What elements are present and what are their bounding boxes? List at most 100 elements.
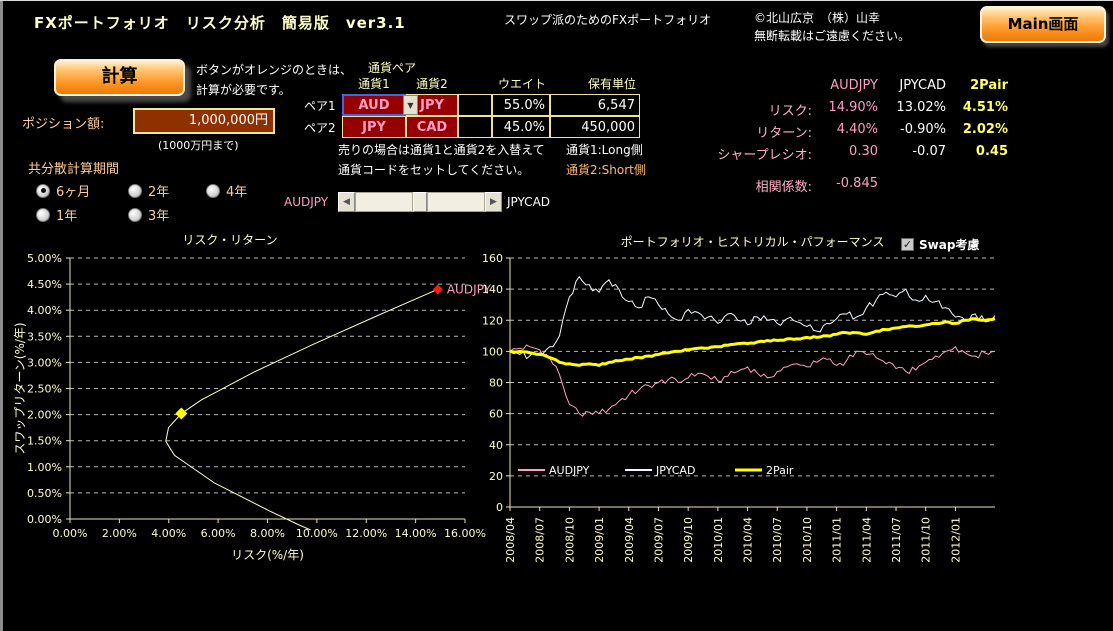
svg-text:1.00%: 1.00%	[27, 461, 62, 474]
page-title: FXポートフォリオ リスク分析 簡易版 ver3.1	[34, 14, 406, 32]
weight-slider[interactable]: ◀ ▶	[338, 192, 502, 212]
svg-text:14.00%: 14.00%	[395, 527, 437, 540]
svg-text:2010/04: 2010/04	[742, 517, 755, 563]
svg-text:12.00%: 12.00%	[345, 527, 387, 540]
svg-text:リスク(%/年): リスク(%/年)	[231, 548, 304, 562]
risk-label: リスク:	[768, 104, 812, 119]
sharpe-2pair: 0.45	[975, 144, 1008, 159]
pair-table-note2: 通貨コードをセットしてください。	[338, 163, 530, 177]
radio-circle[interactable]	[128, 207, 142, 222]
pair1-currency1-cell[interactable]: AUD	[342, 94, 406, 116]
slider-right-arrow-icon[interactable]: ▶	[485, 192, 502, 212]
correlation-label: 相関係数:	[755, 180, 812, 195]
currency-dropdown-button[interactable]: ▼	[403, 95, 418, 115]
radio-circle[interactable]	[206, 183, 220, 198]
svg-text:0.00%: 0.00%	[27, 513, 62, 526]
copyright-line1: ©北山広京 （株）山幸	[754, 11, 881, 25]
risk-jpycad: 13.02%	[896, 100, 946, 115]
slider-track-left[interactable]	[355, 192, 413, 212]
risk-2pair: 4.51%	[962, 100, 1008, 115]
svg-text:2008/07: 2008/07	[534, 517, 547, 563]
short-side-note: 通貨2:Short側	[566, 163, 646, 177]
svg-text:2009/10: 2009/10	[682, 517, 695, 563]
svg-text:2010/10: 2010/10	[801, 517, 814, 563]
return-2pair: 2.02%	[962, 122, 1008, 137]
position-amount-field[interactable]: 1,000,000円	[133, 108, 275, 134]
pair2-units-cell: 450,000	[550, 116, 640, 138]
return-audjpy: 4.40%	[836, 122, 878, 137]
radio-6months[interactable]: 6ヶ月	[36, 181, 90, 200]
radio-label: 2年	[148, 185, 170, 200]
svg-text:2.00%: 2.00%	[102, 527, 137, 540]
app-subtitle: スワップ派のためのFXポートフォリオ	[504, 13, 712, 27]
calc-note-line2: 計算が必要です。	[196, 83, 291, 97]
svg-text:3.50%: 3.50%	[27, 330, 62, 343]
radio-3years[interactable]: 3年	[128, 205, 169, 224]
calculate-button[interactable]: 計算	[54, 59, 185, 96]
svg-text:JPYCAD: JPYCAD	[655, 464, 695, 477]
pair2-currency1-cell[interactable]: JPY	[342, 116, 406, 138]
long-side-note: 通貨1:Long側	[566, 143, 643, 157]
svg-text:2011/04: 2011/04	[860, 517, 873, 563]
svg-text:2009/07: 2009/07	[652, 517, 665, 563]
svg-text:1.50%: 1.50%	[27, 435, 62, 448]
risk-return-chart: 0.00% 0.50% 1.00% 1.50% 2.00% 2.50% 3.00% 3.50%…	[13, 233, 492, 562]
svg-text:リスク・リターン: リスク・リターン	[182, 233, 277, 247]
svg-text:2008/10: 2008/10	[563, 517, 576, 563]
svg-text:2Pair: 2Pair	[766, 464, 794, 477]
stats-col-audjpy: AUDJPY	[830, 78, 878, 93]
svg-text:0: 0	[496, 501, 503, 514]
radio-circle[interactable]	[36, 207, 50, 222]
svg-text:2010/07: 2010/07	[771, 517, 784, 563]
svg-text:2.50%: 2.50%	[27, 383, 62, 396]
stats-col-2pair: 2Pair	[970, 78, 1008, 93]
svg-text:120: 120	[482, 314, 503, 327]
main-screen-button[interactable]: Main画面	[980, 6, 1106, 43]
stats-corner	[698, 78, 812, 100]
radio-label: 6ヶ月	[56, 185, 91, 200]
svg-text:2010/01: 2010/01	[712, 517, 725, 563]
svg-text:80: 80	[489, 377, 503, 390]
svg-text:0.50%: 0.50%	[27, 487, 62, 500]
pair1-row-label: ペア1	[304, 98, 336, 113]
slider-thumb[interactable]	[413, 192, 427, 212]
checkbox-label: Swap考慮	[919, 238, 980, 252]
slider-left-arrow-icon[interactable]: ◀	[338, 192, 355, 212]
radio-circle[interactable]	[36, 183, 50, 198]
pair-table-note1: 売りの場合は通貨1と通貨2を入替えて	[338, 143, 545, 157]
svg-text:20: 20	[489, 470, 503, 483]
svg-text:2009/04: 2009/04	[623, 517, 636, 563]
radio-circle[interactable]	[128, 183, 142, 198]
position-amount-label: ポジション額:	[22, 117, 105, 132]
radio-4years[interactable]: 4年	[206, 181, 247, 200]
radio-label: 1年	[56, 209, 78, 224]
slider-right-label: JPYCAD	[507, 195, 551, 209]
svg-text:4.50%: 4.50%	[27, 278, 62, 291]
svg-text:16.00%: 16.00%	[444, 527, 486, 540]
svg-text:140: 140	[482, 283, 503, 296]
pair2-hidden-cell	[458, 116, 492, 138]
calc-note-line1: ボタンがオレンジのときは、	[196, 63, 353, 77]
svg-text:ポートフォリオ・ヒストリカル・パフォーマンス: ポートフォリオ・ヒストリカル・パフォーマンス	[621, 235, 885, 249]
pair2-currency2-cell[interactable]: CAD	[406, 116, 458, 138]
correlation-row: 相関係数: -0.845	[698, 176, 878, 198]
svg-text:2.00%: 2.00%	[27, 409, 62, 422]
sharpe-audjpy: 0.30	[849, 144, 878, 159]
checkbox-icon[interactable]: ✓	[901, 238, 914, 251]
covariance-period-label: 共分散計算期間	[28, 162, 120, 177]
window-border-left	[0, 0, 3, 631]
svg-text:4.00%: 4.00%	[27, 304, 62, 317]
slider-track-right[interactable]	[427, 192, 485, 212]
pair2-weight-cell[interactable]: 45.0%	[492, 116, 550, 138]
position-amount-hint: (1000万円まで)	[158, 139, 239, 152]
return-label: リターン:	[756, 126, 812, 141]
pair-table-title: 通貨ペア	[368, 61, 417, 75]
slider-left-label: AUDJPY	[284, 195, 329, 209]
radio-1year[interactable]: 1年	[36, 205, 77, 224]
radio-2years[interactable]: 2年	[128, 181, 169, 200]
pair1-hidden-cell	[458, 94, 492, 116]
svg-text:4.00%: 4.00%	[151, 527, 186, 540]
pair1-weight-cell[interactable]: 55.0%	[492, 94, 550, 116]
swap-consider-checkbox[interactable]: ✓ Swap考慮	[901, 236, 979, 253]
svg-text:2009/01: 2009/01	[593, 517, 606, 563]
